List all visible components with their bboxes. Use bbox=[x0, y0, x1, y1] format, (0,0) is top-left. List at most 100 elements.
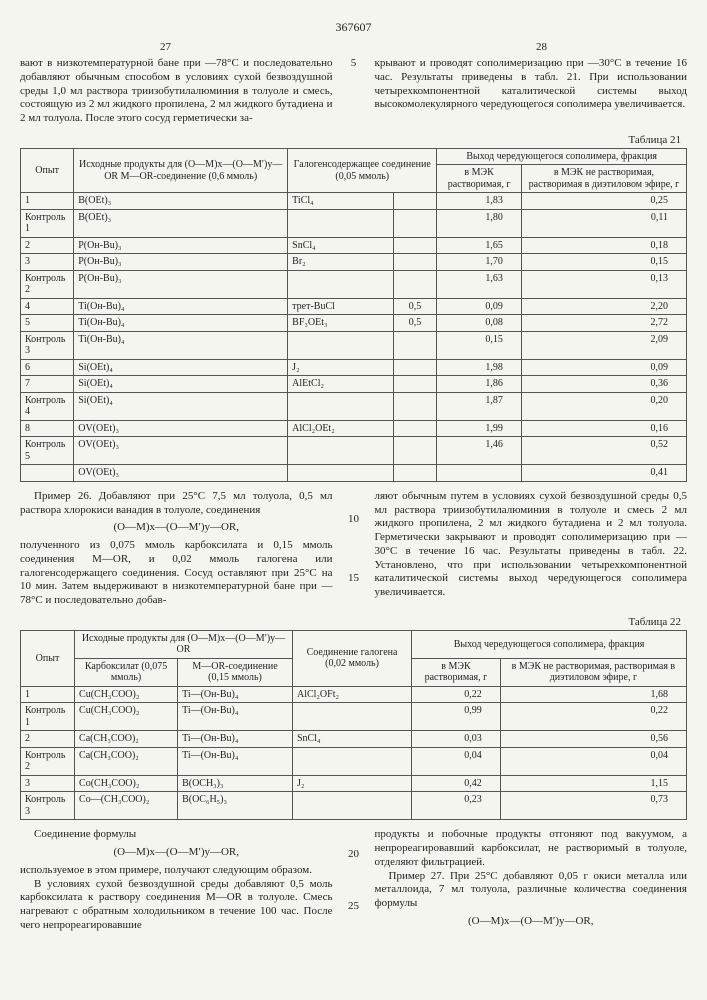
cell-halo bbox=[288, 331, 393, 359]
cell-mek1: 0,04 bbox=[412, 747, 501, 775]
page-columns: 27 28 bbox=[20, 41, 687, 53]
cell-mek2: 0,15 bbox=[521, 254, 686, 271]
bot-left-p1: Соединение формулы bbox=[20, 828, 333, 842]
table-row: 5Ti(Oн-Bu)₄BF₃OEt₃0,50,082,72 bbox=[21, 315, 687, 332]
cell-mek1: 0,42 bbox=[412, 775, 501, 792]
margin-10: 10 bbox=[347, 513, 361, 525]
cell-opyt: 7 bbox=[21, 376, 74, 393]
cell-mek1: 0,08 bbox=[437, 315, 522, 332]
cell-opyt: Контроль 1 bbox=[21, 209, 74, 237]
cell-hal bbox=[292, 792, 411, 820]
cell-hal: J₂ bbox=[292, 775, 411, 792]
cell-mek2: 0,20 bbox=[521, 392, 686, 420]
cell-opyt: 8 bbox=[21, 420, 74, 437]
table-row: 7Si(OEt)₄AlEtCl₂1,860,36 bbox=[21, 376, 687, 393]
cell-opyt: 3 bbox=[21, 254, 74, 271]
mid-left: Пример 26. Добавляют при 25°С 7,5 мл тол… bbox=[20, 490, 333, 608]
cell-opyt: 2 bbox=[21, 237, 74, 254]
t21-h-mek1: в МЭК растворимая, г bbox=[437, 165, 522, 193]
doc-number: 367607 bbox=[20, 20, 687, 35]
t22-h-yield: Выход чередующегося сополимера, фракция bbox=[412, 630, 687, 658]
left-page-num: 27 bbox=[160, 41, 171, 53]
cell-conc bbox=[393, 209, 437, 237]
cell-halo bbox=[288, 392, 393, 420]
formula-1: (O—M)x—(O—M′)y—OR, bbox=[20, 521, 333, 535]
t21-h-halo: Галогенсодержащее соединение (0,05 ммоль… bbox=[288, 148, 437, 193]
t21-h-yield: Выход чередующегося сополимера, фракция bbox=[437, 148, 687, 165]
cell-mek1: 1,70 bbox=[437, 254, 522, 271]
cell-conc bbox=[393, 254, 437, 271]
cell-conc: 0,5 bbox=[393, 298, 437, 315]
cell-mek1: 1,63 bbox=[437, 270, 522, 298]
mid-left-p1: Пример 26. Добавляют при 25°С 7,5 мл тол… bbox=[20, 490, 333, 518]
cell-opyt: 2 bbox=[21, 731, 75, 748]
cell-mor: Ti—(Oн-Bu)₄ bbox=[178, 686, 293, 703]
table-21: Опыт Исходные продукты для (O—M)x—(O—M′)… bbox=[20, 148, 687, 482]
cell-mek2: 0,41 bbox=[521, 465, 686, 482]
bot-right-p2: Пример 27. При 25°С добавляют 0,05 г оки… bbox=[375, 870, 688, 911]
cell-src: Si(OEt)₄ bbox=[74, 376, 288, 393]
cell-mek1: 0,99 bbox=[412, 703, 501, 731]
cell-src: OV(OEt)₃ bbox=[74, 465, 288, 482]
cell-conc bbox=[393, 420, 437, 437]
cell-mek2: 2,20 bbox=[521, 298, 686, 315]
cell-src: OV(OEt)₃ bbox=[74, 420, 288, 437]
cell-halo: SnCl₄ bbox=[288, 237, 393, 254]
formula-2: (O—M)x—(O—M′)y—OR, bbox=[20, 846, 333, 860]
cell-conc bbox=[393, 270, 437, 298]
table21-label: Таблица 21 bbox=[20, 134, 681, 146]
cell-mek1: 1,99 bbox=[437, 420, 522, 437]
margin-15: 15 bbox=[347, 572, 361, 584]
cell-mek2: 0,73 bbox=[500, 792, 686, 820]
formula-3: (O—M)x—(O—M′)y—OR, bbox=[375, 915, 688, 929]
bot-left: Соединение формулы (O—M)x—(O—M′)y—OR, ис… bbox=[20, 828, 333, 932]
cell-opyt: 1 bbox=[21, 193, 74, 210]
cell-mek2: 0,18 bbox=[521, 237, 686, 254]
cell-carb: Ca(CH₃COO)₂ bbox=[75, 731, 178, 748]
cell-mek2: 2,72 bbox=[521, 315, 686, 332]
cell-src: Ti(Oн-Bu)₄ bbox=[74, 315, 288, 332]
cell-opyt: 6 bbox=[21, 359, 74, 376]
cell-conc bbox=[393, 392, 437, 420]
cell-mek2: 0,11 bbox=[521, 209, 686, 237]
cell-conc bbox=[393, 359, 437, 376]
cell-mek1: 1,98 bbox=[437, 359, 522, 376]
cell-mek1: 0,22 bbox=[412, 686, 501, 703]
bot-left-p3: В условиях сухой безвоздушной среды доба… bbox=[20, 878, 333, 933]
table-row: 2Ca(CH₃COO)₂Ti—(Oн-Bu)₄SnCl₄0,030,56 bbox=[21, 731, 687, 748]
cell-conc bbox=[393, 437, 437, 465]
cell-mek1 bbox=[437, 465, 522, 482]
cell-halo: трет-BuCl bbox=[288, 298, 393, 315]
cell-opyt: Контроль 3 bbox=[21, 792, 75, 820]
cell-mor: Ti—(Oн-Bu)₄ bbox=[178, 731, 293, 748]
cell-mek2: 0,52 bbox=[521, 437, 686, 465]
cell-mek2: 0,25 bbox=[521, 193, 686, 210]
cell-conc bbox=[393, 376, 437, 393]
table-row: 4Ti(Oн-Bu)₄трет-BuCl0,50,092,20 bbox=[21, 298, 687, 315]
cell-mek1: 1,80 bbox=[437, 209, 522, 237]
bottom-block: Соединение формулы (O—M)x—(O—M′)y—OR, ис… bbox=[20, 828, 687, 932]
cell-src: B(OEt)₃ bbox=[74, 193, 288, 210]
cell-halo bbox=[288, 437, 393, 465]
cell-mek1: 1,86 bbox=[437, 376, 522, 393]
right-page-num: 28 bbox=[536, 41, 547, 53]
cell-carb: Ca(CH₃COO)₂ bbox=[75, 747, 178, 775]
table-row: Контроль 3Co—(CH₃COO)₂B(OC₆H₅)₃0,230,73 bbox=[21, 792, 687, 820]
cell-mek1: 0,15 bbox=[437, 331, 522, 359]
cell-opyt: Контроль 5 bbox=[21, 437, 74, 465]
cell-hal: AlCl₂OFt₂ bbox=[292, 686, 411, 703]
table-row: Контроль 4Si(OEt)₄1,870,20 bbox=[21, 392, 687, 420]
cell-src: Ti(Oн-Bu)₄ bbox=[74, 331, 288, 359]
cell-halo: AlEtCl₂ bbox=[288, 376, 393, 393]
table-row: Контроль 1Cu(CH₃COO)₂Ti—(Oн-Bu)₄0,990,22 bbox=[21, 703, 687, 731]
cell-mor: Ti—(Oн-Bu)₄ bbox=[178, 747, 293, 775]
cell-carb: Co(CH₃COO)₂ bbox=[75, 775, 178, 792]
cell-src: Ti(Oн-Bu)₄ bbox=[74, 298, 288, 315]
bot-left-p2: используемое в этом примере, получают сл… bbox=[20, 864, 333, 878]
cell-opyt: Контроль 3 bbox=[21, 331, 74, 359]
cell-halo bbox=[288, 209, 393, 237]
cell-opyt: 4 bbox=[21, 298, 74, 315]
cell-src: P(Oн-Bu)₃ bbox=[74, 270, 288, 298]
cell-carb: Cu(CH₃COO)₂ bbox=[75, 686, 178, 703]
t22-h-src: Исходные продукты для (O—M)x—(O—M′)y—OR bbox=[75, 630, 293, 658]
